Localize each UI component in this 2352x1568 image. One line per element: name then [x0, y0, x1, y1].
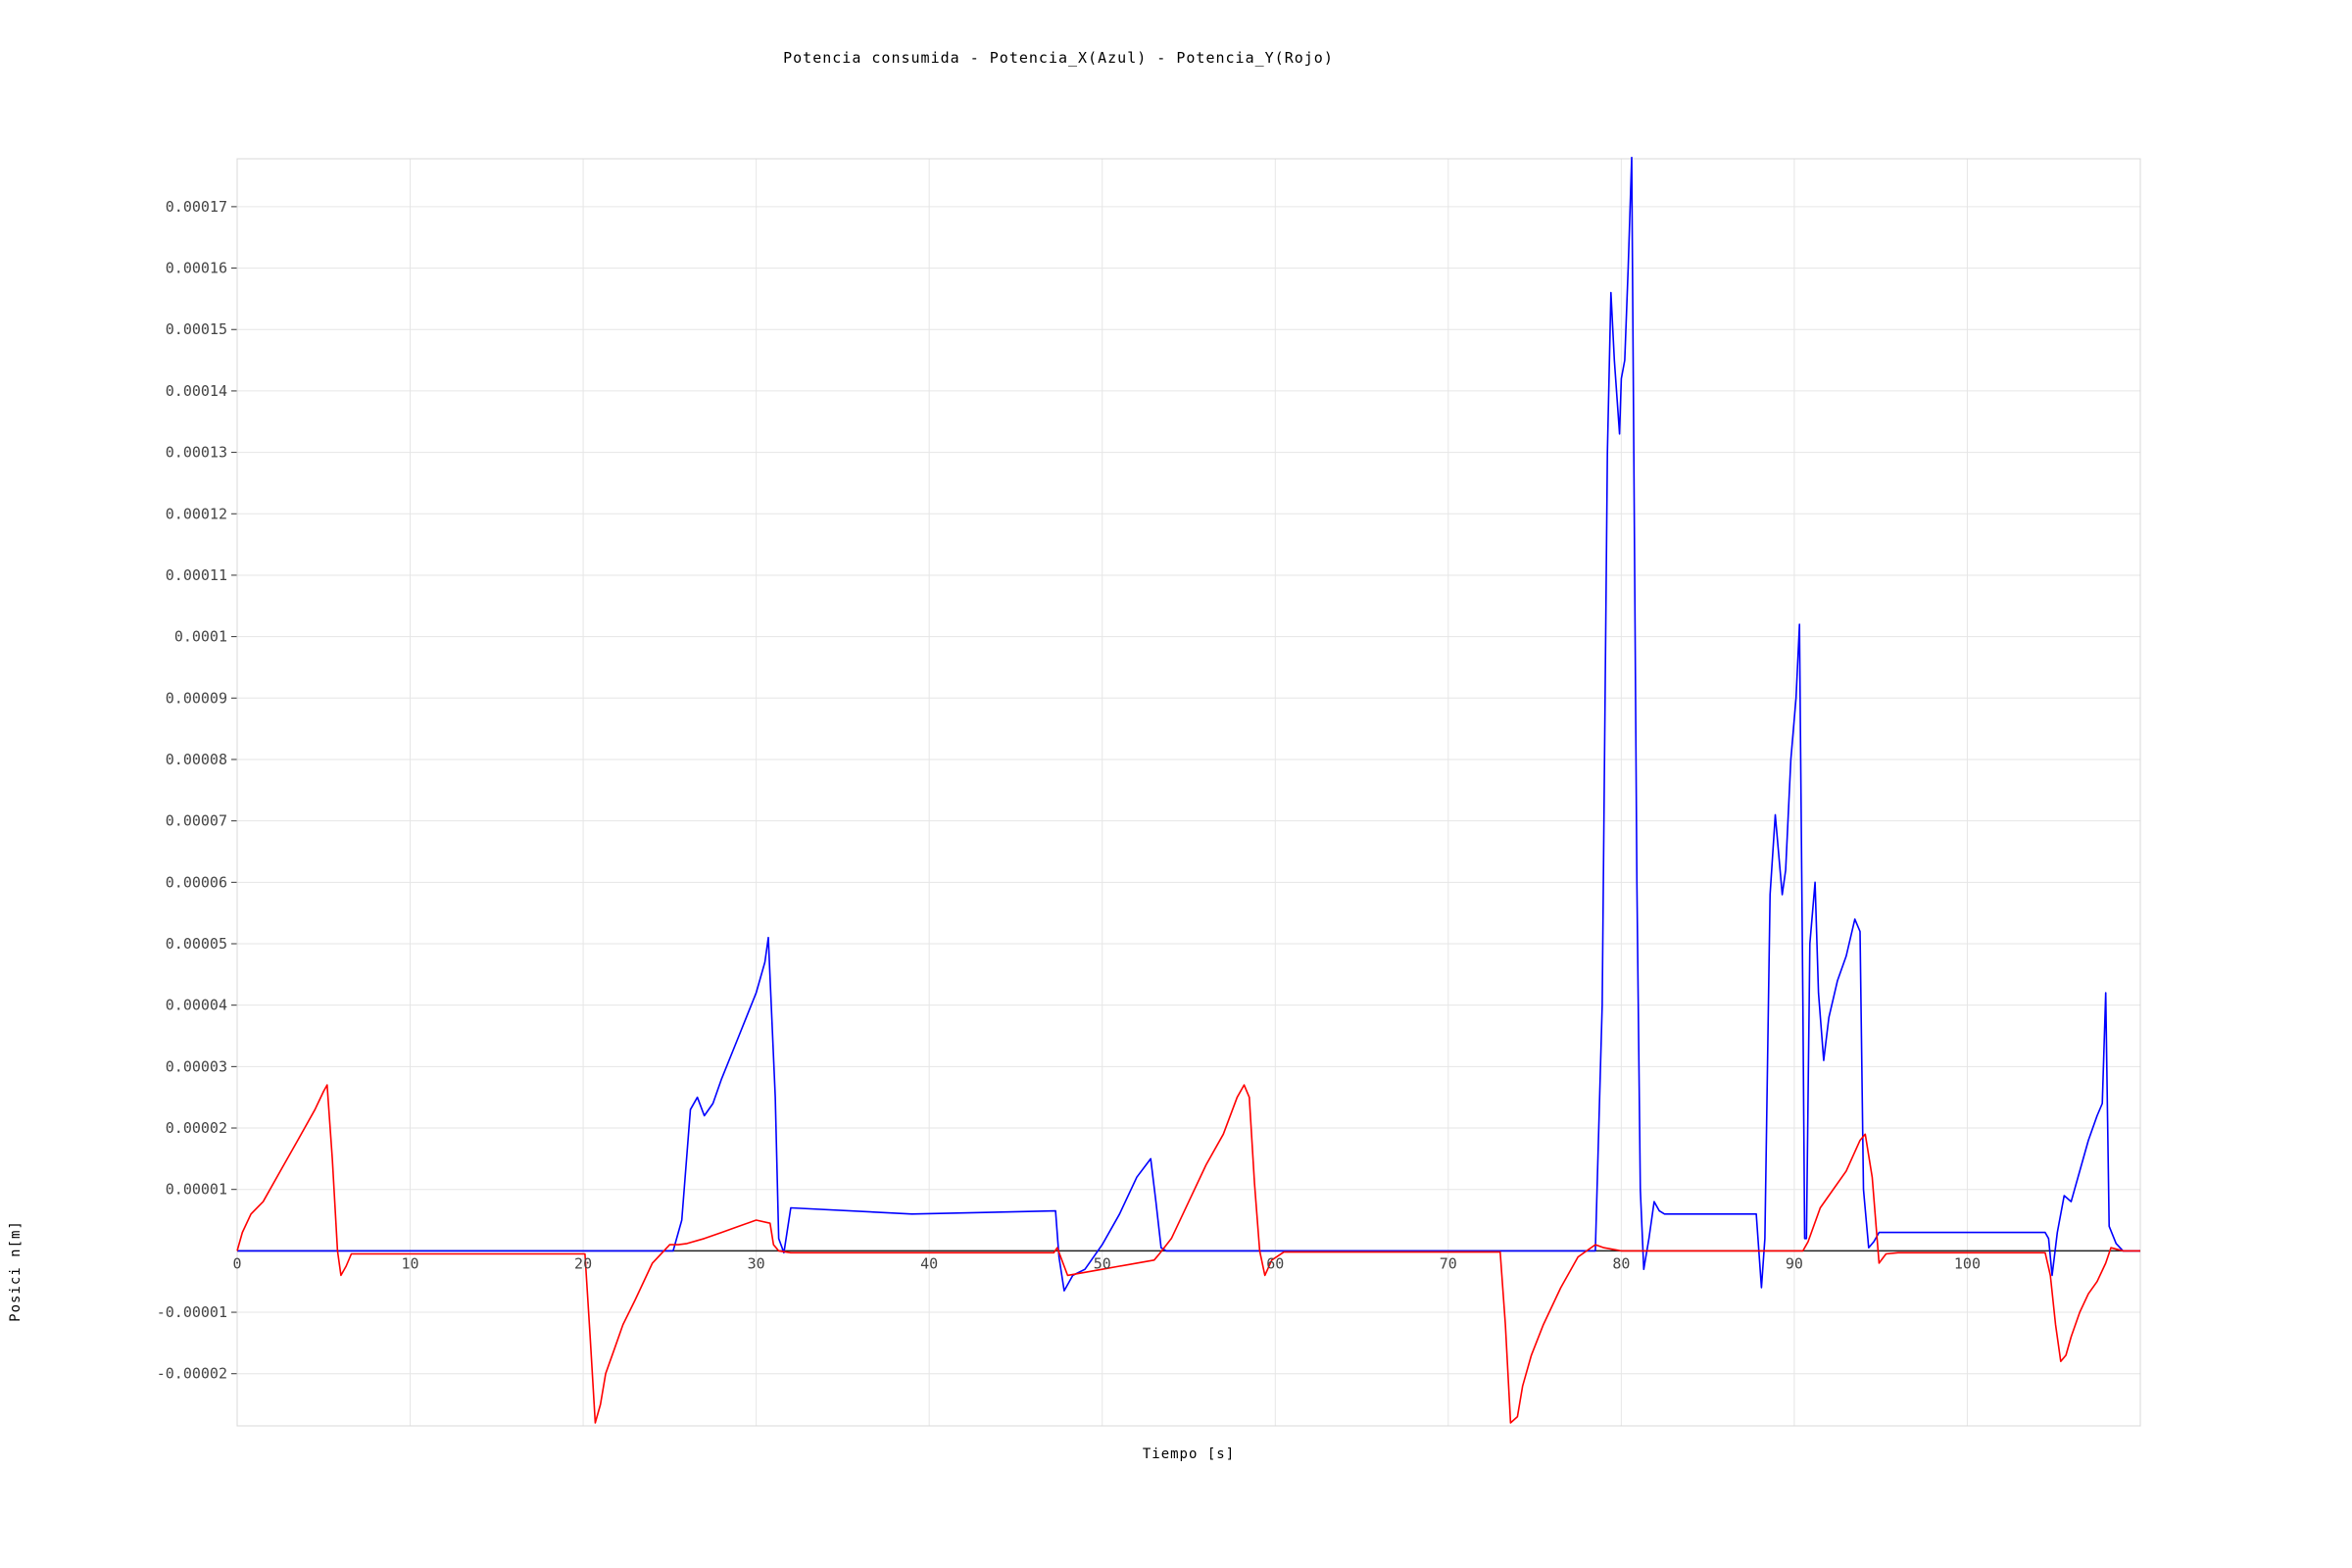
series-line-potencia-x [237, 156, 2140, 1292]
y-tick-label: 0.00009 [166, 689, 227, 707]
x-tick-label: 50 [1094, 1254, 1111, 1272]
y-tick-label: 0.00003 [166, 1057, 227, 1075]
y-tick-label: 0.00011 [166, 566, 227, 584]
y-tick-label: 0.00005 [166, 935, 227, 953]
x-tick-label: 90 [1786, 1254, 1803, 1272]
y-tick-label: 0.0001 [174, 628, 227, 646]
x-tick-label: 0 [232, 1254, 241, 1272]
y-tick-label: 0.00017 [166, 198, 227, 216]
x-tick-label: 70 [1440, 1254, 1457, 1272]
plot-frame [236, 158, 2141, 1427]
chart-title: Potencia consumida - Potencia_X(Azul) - … [783, 49, 1334, 67]
x-tick-label: 30 [748, 1254, 765, 1272]
y-tick-label: 0.00007 [166, 812, 227, 830]
y-tick-label: 0.00004 [166, 997, 227, 1014]
y-tick-label: 0.00013 [166, 444, 227, 462]
y-tick-label: -0.00001 [157, 1303, 227, 1321]
grid [231, 159, 2140, 1426]
y-tick-label: 0.00014 [166, 382, 227, 400]
y-tick-label: -0.00002 [157, 1365, 227, 1383]
y-tick-label: 0.00016 [166, 260, 227, 277]
y-tick-label: 0.00002 [166, 1119, 227, 1137]
y-tick-label: 0.00006 [166, 873, 227, 891]
x-axis-label: Tiempo [s] [1143, 1446, 1235, 1462]
x-tick-label: 80 [1612, 1254, 1630, 1272]
y-tick-label: 0.00012 [166, 505, 227, 522]
y-tick-label: 0.00008 [166, 751, 227, 768]
series-layer [236, 156, 2140, 1424]
x-tick-label: 10 [402, 1254, 419, 1272]
y-tick-label: 0.00001 [166, 1181, 227, 1199]
series-line-potencia-y [236, 1084, 2140, 1424]
y-axis-label: Posici n[m] [8, 1220, 24, 1322]
x-tick-label: 60 [1266, 1254, 1284, 1272]
x-tick-label: 100 [1954, 1254, 1981, 1272]
x-tick-label: 20 [574, 1254, 592, 1272]
tick-labels: 0 10 20 30 40 50 60 70 80 90 100 -0.00002 -0.00001 0.… [157, 198, 1981, 1383]
y-tick-label: 0.00015 [166, 320, 227, 338]
x-tick-label: 40 [920, 1254, 938, 1272]
